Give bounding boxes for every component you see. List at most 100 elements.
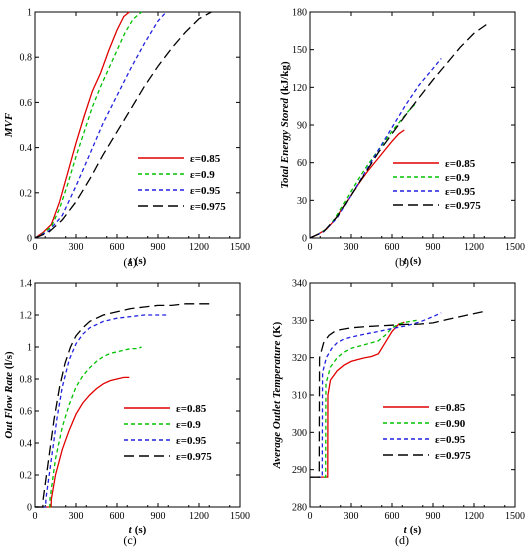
series-line-3 [310, 312, 442, 478]
x-axis-label-unit: (s) [135, 255, 147, 267]
x-axis-label-var: t [129, 524, 133, 536]
x-tick-label: 300 [69, 511, 84, 522]
x-tick-label: 600 [110, 511, 125, 522]
x-tick-label: 900 [151, 242, 166, 253]
y-axis-label-var: MVF [3, 112, 15, 138]
x-tick-label: 0 [308, 511, 313, 522]
y-axis-label-var: Out Flow Rate [3, 372, 15, 439]
panel-caption: (d) [395, 533, 409, 547]
legend-label-4: ε=0.975 [435, 450, 471, 462]
x-tick-label: 900 [151, 511, 166, 522]
legend-label-3: ε=0.95 [190, 185, 221, 197]
x-axis-label: t (s) [404, 255, 422, 267]
legend-label-4: ε=0.975 [176, 451, 212, 463]
y-tick-label: 30 [297, 196, 307, 207]
x-tick-label: 600 [385, 511, 400, 522]
y-axis-label-var: Total Energy Stored [279, 97, 291, 188]
x-axis-label: t (s) [404, 524, 422, 536]
y-axis-label: Out Flow Rate (l/s) [3, 351, 15, 439]
y-tick-label: 290 [292, 465, 307, 476]
y-tick-label: 150 [292, 45, 307, 56]
x-tick-label: 1500 [505, 242, 525, 253]
series-line-2 [34, 11, 143, 239]
y-axis-label: Average Outlet Temperature (K) [271, 321, 283, 469]
series-line-4 [34, 11, 212, 239]
x-tick-label: 300 [344, 511, 359, 522]
y-tick-label: 0.4 [20, 439, 33, 450]
x-tick-label: 900 [426, 242, 441, 253]
legend-label-4: ε=0.975 [190, 201, 226, 213]
x-tick-label: 1200 [464, 242, 484, 253]
legend-label-2: ε=0.9 [176, 419, 201, 431]
y-tick-label: 90 [297, 121, 307, 132]
series-line-2 [309, 101, 418, 239]
legend-label-1: ε=0.85 [435, 402, 466, 414]
y-tick-label: 0.8 [20, 53, 33, 64]
y-tick-label: 1.4 [20, 279, 33, 290]
legend-label-3: ε=0.95 [435, 434, 466, 446]
legend-label-4: ε=0.975 [445, 200, 481, 212]
y-tick-label: 180 [292, 8, 307, 19]
y-axis-label-unit: (l/s) [3, 351, 15, 369]
chart-panel-c: 0 300 600 900 1200 150000.20.40.60.811.21.4t(… [3, 279, 250, 548]
series-line-2 [310, 319, 417, 478]
x-tick-label: 600 [110, 242, 125, 253]
panel-caption: (b) [395, 255, 409, 269]
x-tick-label: 1500 [230, 511, 250, 522]
series-line-1 [35, 376, 130, 508]
y-tick-label: 0.6 [20, 407, 33, 418]
x-tick-label: 600 [385, 242, 400, 253]
x-tick-label: 1500 [230, 242, 250, 253]
y-axis-label-var: Average Outlet Temperature [271, 340, 283, 469]
series-line-4 [35, 303, 212, 508]
x-tick-label: 1200 [189, 242, 209, 253]
x-tick-label: 0 [33, 511, 38, 522]
y-tick-label: 0 [302, 234, 307, 245]
y-axis-label-unit: (kJ/kg) [279, 61, 291, 95]
chart-panel-b: 0 300 600 900 1200 1500 0 30 60 90 120 150 180 t (s) To… [279, 8, 525, 270]
series-line-3 [35, 314, 167, 508]
y-axis-label: Total Energy Stored (kJ/kg) [279, 61, 291, 189]
series-line-1 [310, 321, 405, 478]
y-tick-label: 320 [292, 353, 307, 364]
y-tick-label: 280 [292, 503, 307, 514]
chart-panel-d: 0 300 600 900 1200 1500 280 290 300 310 320 330 340 t… [271, 279, 525, 548]
y-tick-label: 0.4 [20, 143, 33, 154]
x-axis-label-var: t [129, 255, 133, 267]
y-tick-label: 1 [27, 8, 32, 19]
legend-label-1: ε=0.85 [176, 403, 207, 415]
x-axis-label-var: t [404, 524, 408, 536]
x-axis-label: t (s) [129, 255, 147, 267]
y-tick-label: 0.6 [20, 98, 33, 109]
y-tick-label: 0.2 [20, 188, 33, 199]
x-tick-label: 0 [33, 242, 38, 253]
series-line-2 [35, 346, 142, 508]
y-tick-label: 0.8 [20, 375, 33, 386]
x-tick-label: 300 [69, 242, 84, 253]
series-line-3 [34, 11, 167, 239]
legend-label-2: ε=0.9 [445, 172, 470, 184]
panel-caption: (c) [123, 533, 136, 547]
x-tick-label: 1200 [189, 511, 209, 522]
chart-panel-a: 0 300 600 900 1200 1500 0 0.2 0.4 0.6 0.8 1 t (s) MVF ε… [3, 8, 250, 270]
legend-label-3: ε=0.95 [176, 435, 207, 447]
series-line-4 [310, 310, 487, 478]
x-tick-label: 1500 [505, 511, 525, 522]
y-tick-label: 0 [27, 234, 32, 245]
series-line-3 [309, 58, 442, 239]
plot-frame [309, 282, 516, 508]
series-line-1 [34, 11, 130, 239]
x-tick-label: 1200 [464, 511, 484, 522]
y-tick-label: 330 [292, 316, 307, 327]
y-tick-label: 1 [27, 343, 32, 354]
legend-label-1: ε=0.85 [190, 153, 221, 165]
legend-label-1: ε=0.85 [445, 158, 476, 170]
y-tick-label: 340 [292, 279, 307, 290]
y-tick-label: 310 [292, 391, 307, 402]
x-axis-label-unit: (s) [410, 524, 422, 536]
x-tick-label: 900 [426, 511, 441, 522]
plot-frame [309, 11, 516, 239]
x-axis-label-unit: (s) [410, 255, 422, 267]
series-line-4 [309, 24, 487, 239]
